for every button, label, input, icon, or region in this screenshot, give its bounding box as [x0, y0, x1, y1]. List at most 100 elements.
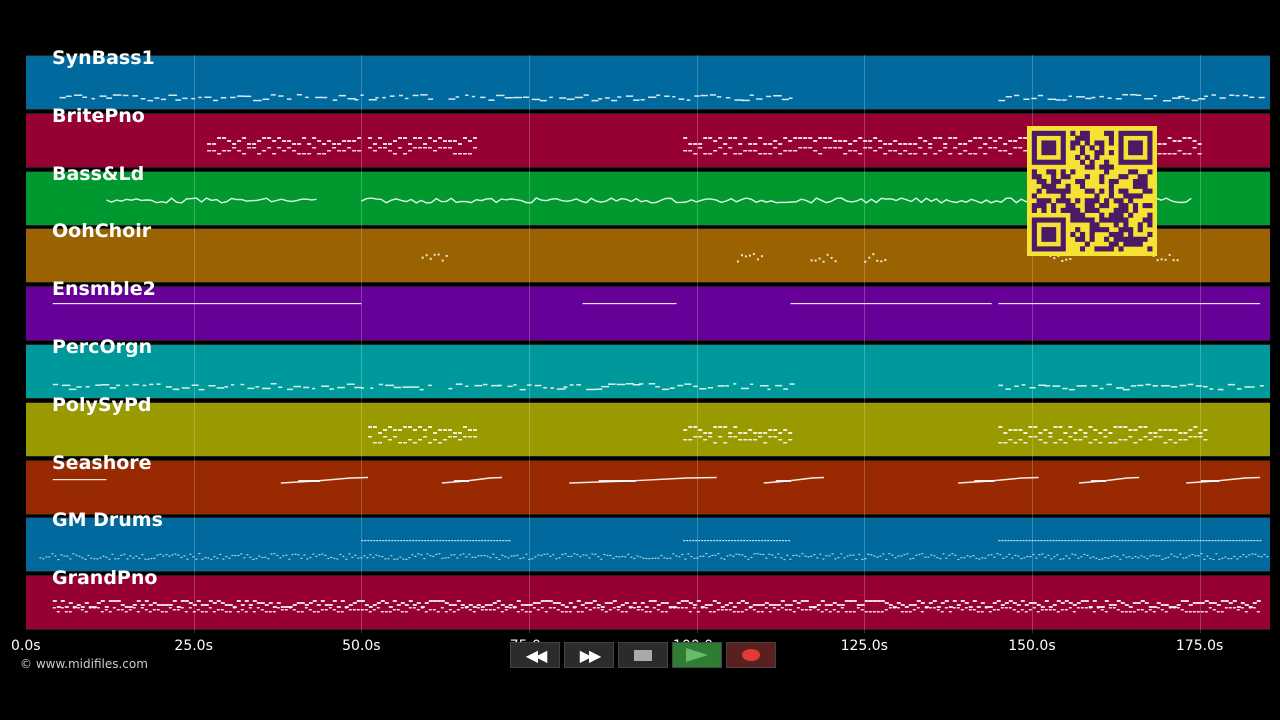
note — [748, 438, 753, 441]
note — [408, 142, 412, 145]
note — [284, 606, 289, 609]
note — [1152, 611, 1156, 613]
note — [474, 557, 477, 559]
note — [755, 540, 758, 542]
note — [216, 609, 220, 611]
note — [208, 385, 216, 387]
note — [678, 98, 685, 100]
stop-button[interactable] — [618, 642, 668, 668]
note — [1108, 441, 1113, 444]
note — [1085, 97, 1092, 100]
note — [900, 555, 903, 557]
note — [237, 139, 242, 142]
track-notes — [52, 476, 1260, 484]
note — [700, 94, 708, 97]
note — [1000, 607, 1004, 609]
note — [960, 600, 965, 603]
note — [257, 152, 262, 155]
note — [898, 142, 903, 145]
note — [1236, 606, 1241, 609]
note — [1172, 259, 1175, 262]
note — [1092, 600, 1097, 603]
note — [474, 384, 483, 387]
note — [588, 557, 591, 559]
note — [1187, 152, 1192, 155]
note — [448, 428, 452, 431]
note — [240, 383, 245, 386]
note — [363, 555, 366, 557]
note — [948, 611, 952, 613]
note — [412, 604, 417, 607]
note — [748, 149, 753, 152]
note — [1104, 611, 1108, 613]
note — [277, 146, 282, 149]
note — [775, 384, 783, 387]
note — [413, 428, 417, 431]
note — [1236, 609, 1240, 611]
note — [1116, 387, 1124, 389]
note — [200, 604, 205, 607]
note — [773, 428, 778, 431]
note — [307, 152, 312, 155]
record-button[interactable] — [726, 642, 776, 668]
note — [112, 94, 122, 96]
note — [1098, 431, 1103, 434]
note — [227, 139, 232, 142]
fast-forward-button[interactable]: ▶▶ — [564, 642, 614, 668]
note — [312, 553, 315, 556]
track-percorgn: PercOrgn — [26, 336, 1270, 399]
note — [280, 609, 284, 611]
note — [773, 540, 776, 542]
note — [161, 98, 167, 101]
note — [893, 139, 898, 142]
note — [1250, 540, 1253, 542]
note — [458, 142, 462, 145]
note — [712, 611, 716, 613]
note — [1118, 438, 1123, 441]
note — [368, 99, 377, 101]
note — [1044, 609, 1048, 611]
note — [713, 441, 718, 444]
note — [1138, 425, 1143, 428]
note — [498, 559, 501, 561]
note — [952, 600, 957, 603]
note — [176, 609, 180, 611]
note — [1073, 540, 1076, 542]
note — [861, 559, 864, 561]
note — [1123, 438, 1128, 441]
note — [1036, 604, 1041, 607]
note — [432, 600, 437, 603]
note — [379, 540, 382, 542]
note — [172, 609, 176, 611]
note — [1252, 607, 1256, 609]
note — [1085, 540, 1088, 542]
note — [116, 600, 121, 603]
note — [339, 554, 342, 556]
note — [373, 149, 377, 152]
rewind-button[interactable]: ◀◀ — [510, 642, 560, 668]
note — [315, 96, 324, 99]
note — [884, 609, 888, 611]
note — [795, 555, 798, 557]
note — [471, 95, 475, 98]
note — [868, 600, 873, 603]
note — [56, 611, 60, 613]
note — [213, 556, 216, 558]
note — [480, 96, 486, 99]
note — [734, 540, 737, 542]
note — [60, 600, 65, 603]
note — [719, 540, 722, 542]
note — [480, 609, 484, 611]
note — [1216, 604, 1221, 607]
note — [640, 99, 645, 101]
note — [1070, 540, 1073, 542]
note — [532, 602, 537, 605]
note — [856, 604, 861, 607]
note — [378, 555, 381, 558]
play-button[interactable] — [672, 642, 722, 668]
note — [382, 96, 386, 99]
note — [789, 383, 795, 385]
note — [1118, 540, 1121, 542]
note — [421, 540, 424, 542]
note — [272, 611, 276, 613]
